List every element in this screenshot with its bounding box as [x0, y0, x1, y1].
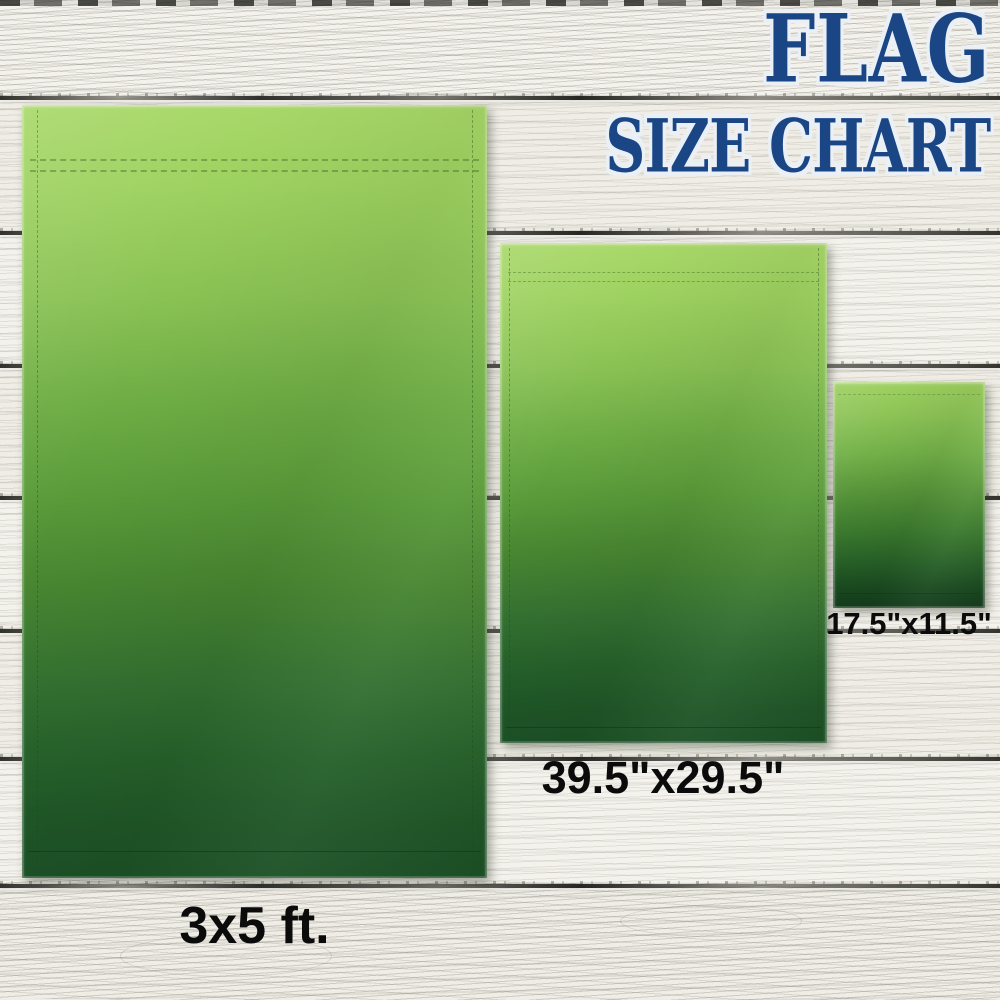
- flag-large: [22, 105, 487, 878]
- side-hem-stitch: [472, 110, 473, 873]
- fabric-sheen: [833, 382, 985, 608]
- sleeve-seam-stitch: [508, 272, 819, 273]
- flag-small: [833, 382, 985, 608]
- sleeve-seam-stitch: [838, 394, 980, 395]
- page-title: FLAG SIZE CHART: [503, 0, 991, 190]
- side-hem-stitch: [509, 248, 510, 738]
- flag-medium: [500, 243, 827, 743]
- size-label-medium: 39.5"x29.5": [541, 752, 785, 803]
- side-hem-stitch: [818, 248, 819, 738]
- fabric-sheen: [500, 243, 827, 743]
- bottom-hem-stitch: [839, 593, 979, 594]
- bottom-hem-stitch: [506, 727, 821, 728]
- plank-gap-line: [0, 93, 1000, 102]
- title-line-size-chart: SIZE CHART: [605, 102, 991, 190]
- wood-grain-swirl: [120, 935, 332, 977]
- wood-grain-swirl: [620, 905, 802, 937]
- wood-plank: [0, 0, 1000, 96]
- plank-gap-line: [0, 881, 1000, 890]
- title-line-flag: FLAG: [762, 0, 990, 105]
- plank-gap-line: [0, 754, 1000, 763]
- sleeve-seam-stitch: [30, 159, 479, 161]
- distressed-top-edge: [0, 0, 1000, 6]
- plank-gap-line: [0, 228, 1000, 237]
- fabric-sheen: [22, 105, 487, 878]
- size-label-small: 17.5"x11.5": [826, 606, 992, 641]
- bottom-hem-stitch: [28, 851, 481, 852]
- size-label-large: 3x5 ft.: [179, 897, 330, 955]
- sleeve-seam-stitch: [508, 281, 819, 282]
- side-hem-stitch: [37, 110, 38, 873]
- sleeve-seam-stitch: [30, 170, 479, 172]
